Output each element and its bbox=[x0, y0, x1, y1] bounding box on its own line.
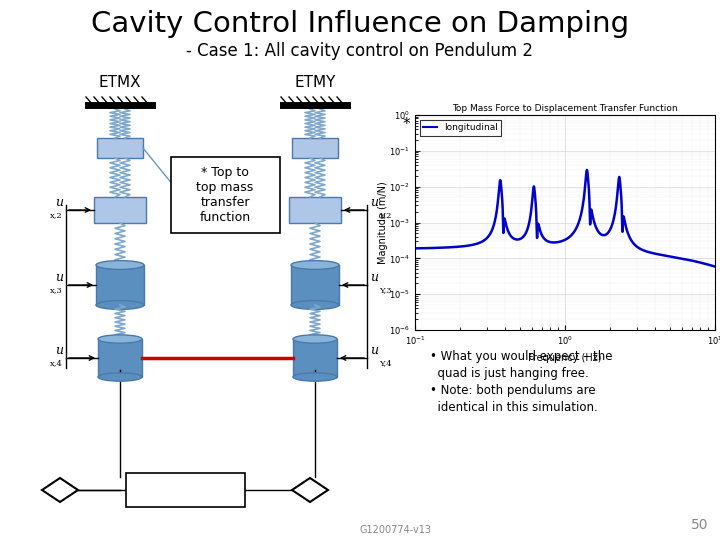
Y-axis label: Magnitude (m/N): Magnitude (m/N) bbox=[378, 181, 387, 264]
Ellipse shape bbox=[291, 301, 339, 309]
Text: • What you would expect – the
  quad is just hanging free.
• Note: both pendulum: • What you would expect – the quad is ju… bbox=[430, 350, 613, 414]
Text: u: u bbox=[370, 344, 378, 357]
Legend: longitudinal: longitudinal bbox=[420, 119, 501, 136]
Text: *: * bbox=[403, 118, 410, 132]
Ellipse shape bbox=[96, 301, 144, 309]
Text: Cavity Control Influence on Damping: Cavity Control Influence on Damping bbox=[91, 10, 629, 38]
Ellipse shape bbox=[96, 261, 144, 269]
Text: u: u bbox=[370, 271, 378, 284]
FancyBboxPatch shape bbox=[97, 138, 143, 158]
X-axis label: Frequency (Hz): Frequency (Hz) bbox=[528, 353, 602, 363]
Title: Top Mass Force to Displacement Transfer Function: Top Mass Force to Displacement Transfer … bbox=[452, 104, 678, 113]
FancyBboxPatch shape bbox=[293, 339, 337, 377]
Ellipse shape bbox=[98, 335, 142, 343]
Ellipse shape bbox=[98, 373, 142, 381]
FancyBboxPatch shape bbox=[125, 473, 245, 507]
Text: Y,3: Y,3 bbox=[379, 286, 392, 294]
Text: u: u bbox=[55, 196, 63, 209]
Text: G1200774-v13: G1200774-v13 bbox=[360, 525, 432, 535]
Polygon shape bbox=[42, 478, 78, 502]
Text: u: u bbox=[370, 196, 378, 209]
FancyBboxPatch shape bbox=[291, 265, 339, 305]
Text: Cavity control: Cavity control bbox=[142, 483, 228, 496]
FancyBboxPatch shape bbox=[98, 339, 142, 377]
Text: x,2: x,2 bbox=[50, 211, 63, 219]
Polygon shape bbox=[292, 478, 328, 502]
FancyBboxPatch shape bbox=[292, 138, 338, 158]
Text: x,3: x,3 bbox=[50, 286, 63, 294]
FancyBboxPatch shape bbox=[96, 265, 144, 305]
Text: u: u bbox=[55, 271, 63, 284]
Text: ETMY: ETMY bbox=[294, 75, 336, 90]
Text: * Top to
top mass
transfer
function: * Top to top mass transfer function bbox=[197, 166, 253, 224]
Text: u: u bbox=[55, 344, 63, 357]
Text: 1: 1 bbox=[305, 483, 315, 496]
FancyBboxPatch shape bbox=[94, 197, 146, 223]
Text: Y,2: Y,2 bbox=[379, 211, 392, 219]
Text: ETMX: ETMX bbox=[99, 75, 141, 90]
Text: x,4: x,4 bbox=[50, 359, 63, 367]
Ellipse shape bbox=[291, 261, 339, 269]
FancyBboxPatch shape bbox=[171, 157, 279, 233]
Text: 0: 0 bbox=[55, 483, 64, 496]
Ellipse shape bbox=[293, 335, 337, 343]
Text: 50: 50 bbox=[690, 518, 708, 532]
Ellipse shape bbox=[293, 373, 337, 381]
Text: Y,4: Y,4 bbox=[379, 359, 392, 367]
FancyBboxPatch shape bbox=[289, 197, 341, 223]
Text: - Case 1: All cavity control on Pendulum 2: - Case 1: All cavity control on Pendulum… bbox=[186, 42, 534, 60]
